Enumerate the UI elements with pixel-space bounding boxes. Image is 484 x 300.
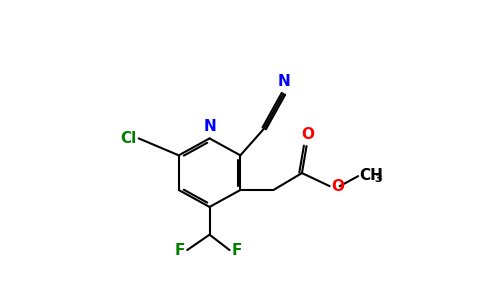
Text: Cl: Cl (120, 131, 136, 146)
Text: F: F (175, 243, 185, 258)
Text: F: F (232, 243, 242, 258)
Text: CH: CH (359, 168, 383, 183)
Text: 3: 3 (374, 174, 382, 184)
Text: N: N (278, 74, 290, 89)
Text: O: O (331, 179, 344, 194)
Text: O: O (302, 127, 315, 142)
Text: N: N (203, 119, 216, 134)
